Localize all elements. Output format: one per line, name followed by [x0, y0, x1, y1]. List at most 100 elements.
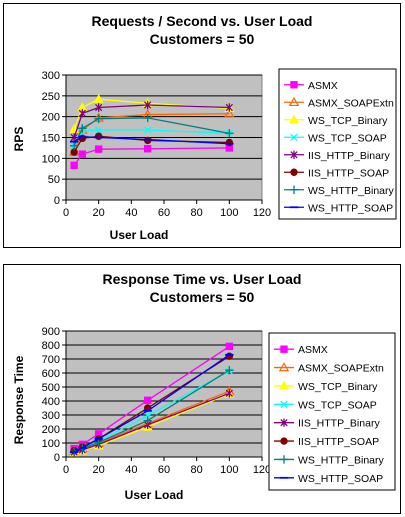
legend-marker	[278, 362, 290, 372]
legend-label: IIS_HTTP_SOAP	[298, 436, 379, 448]
legend-label: IIS_HTTP_Binary	[298, 418, 380, 430]
legend-label: WS_HTTP_SOAP	[308, 202, 393, 214]
legend-marker	[280, 418, 288, 427]
data-point	[95, 126, 103, 134]
rps-chart: Requests / Second vs. User Load Customer…	[12, 13, 397, 242]
x-tick-label: 120	[253, 464, 271, 476]
x-tick-label: 40	[125, 207, 137, 219]
data-point	[144, 126, 152, 134]
data-point	[225, 103, 233, 112]
legend-marker	[290, 150, 298, 159]
y-tick-label: 150	[42, 133, 60, 145]
data-point	[225, 366, 234, 375]
y-tick-label: 200	[42, 112, 60, 124]
chart-title: Response Time vs. User Load	[103, 271, 302, 287]
x-tick-label: 40	[125, 464, 137, 476]
rps-chart-panel: Requests / Second vs. User Load Customer…	[3, 3, 401, 248]
y-axis-title: RPS	[12, 127, 26, 152]
legend-label: WS_HTTP_Binary	[308, 185, 395, 197]
y-tick-label: 600	[42, 368, 60, 380]
x-tick-label: 60	[158, 464, 170, 476]
legend-label: WS_HTTP_Binary	[298, 454, 385, 466]
x-axis-title: User Load	[110, 228, 169, 242]
legend-marker	[280, 437, 288, 445]
legend-label: WS_HTTP_SOAP	[298, 473, 383, 485]
data-point	[69, 141, 79, 151]
data-point	[224, 108, 235, 118]
legend	[268, 332, 396, 491]
x-tick-label: 120	[253, 207, 271, 219]
x-tick-label: 100	[220, 464, 238, 476]
response-time-chart: Response Time vs. User Load Customers = …	[12, 271, 396, 502]
data-point	[225, 138, 234, 147]
legend-marker	[288, 114, 300, 124]
legend	[278, 68, 397, 220]
y-tick-label: 400	[42, 396, 60, 408]
y-axis-title: Response Time	[12, 355, 26, 444]
data-point	[70, 161, 78, 170]
y-tick-label: 700	[42, 354, 60, 366]
legend-marker	[278, 380, 290, 390]
legend-label: ASMX	[298, 344, 328, 356]
data-point	[143, 396, 152, 405]
legend-marker	[280, 345, 288, 353]
data-point	[144, 412, 152, 420]
x-tick-label: 0	[63, 207, 69, 219]
data-point	[225, 342, 234, 351]
chart-subtitle: Customers = 50	[150, 31, 255, 47]
y-tick-label: 250	[42, 91, 60, 103]
data-point	[143, 113, 152, 123]
data-point	[144, 100, 152, 110]
x-axis-title: User Load	[125, 488, 184, 502]
data-point	[94, 132, 103, 140]
data-point	[225, 129, 234, 138]
legend-marker	[289, 185, 299, 194]
x-tick-label: 80	[191, 464, 203, 476]
x-tick-label: 80	[191, 207, 203, 219]
y-tick-label: 300	[42, 410, 60, 422]
y-tick-label: 900	[42, 326, 60, 338]
legend-label: WS_TCP_Binary	[308, 115, 388, 127]
data-point	[94, 114, 103, 123]
legend-label: ASMX	[308, 80, 338, 92]
y-tick-label: 200	[42, 424, 60, 436]
y-tick-label: 500	[42, 382, 60, 394]
legend-marker	[290, 81, 298, 89]
legend-marker	[288, 96, 300, 107]
y-tick-label: 50	[48, 174, 60, 186]
legend-label: ASMX_SOAPExtn	[298, 363, 384, 375]
legend-label: WS_TCP_SOAP	[298, 399, 377, 411]
data-point	[93, 93, 104, 103]
legend-marker	[290, 133, 298, 141]
y-tick-label: 100	[42, 153, 60, 165]
x-tick-label: 0	[63, 464, 69, 476]
data-point	[78, 109, 86, 118]
legend-label: ASMX_SOAPExtn	[308, 97, 394, 109]
data-point	[143, 145, 152, 153]
y-tick-label: 0	[54, 452, 60, 464]
data-point	[143, 416, 152, 425]
data-point	[78, 150, 87, 158]
x-tick-label: 60	[158, 207, 170, 219]
y-tick-label: 800	[42, 340, 60, 352]
data-point	[225, 389, 233, 398]
legend-label: WS_TCP_Binary	[298, 381, 378, 393]
legend-label: IIS_HTTP_Binary	[308, 150, 390, 162]
chart-title: Requests / Second vs. User Load	[92, 13, 313, 29]
chart-subtitle: Customers = 50	[150, 289, 255, 305]
response-time-chart-panel: Response Time vs. User Load Customers = …	[3, 264, 401, 514]
legend-marker	[279, 455, 289, 464]
y-tick-label: 100	[42, 438, 60, 450]
x-tick-label: 100	[220, 207, 238, 219]
legend-label: WS_TCP_SOAP	[308, 132, 387, 144]
x-tick-label: 20	[93, 464, 105, 476]
x-tick-label: 20	[93, 207, 105, 219]
data-point	[95, 103, 103, 112]
legend-label: IIS_HTTP_SOAP	[308, 167, 389, 179]
data-point	[94, 145, 103, 153]
data-point	[78, 124, 87, 133]
y-tick-label: 300	[42, 70, 60, 82]
legend-marker	[280, 400, 288, 408]
legend-marker	[290, 168, 298, 176]
y-tick-label: 0	[54, 195, 60, 207]
